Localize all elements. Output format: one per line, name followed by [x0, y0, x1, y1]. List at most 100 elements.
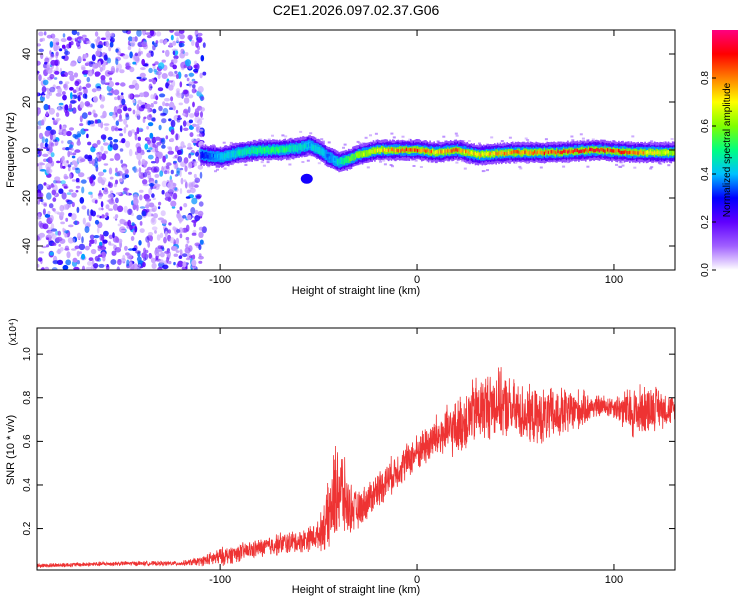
noise-dot [121, 138, 126, 144]
noise-dot [126, 259, 130, 267]
noise-dot [94, 199, 98, 204]
ridge-cell [586, 148, 588, 153]
noise-dot [52, 242, 57, 246]
faint-dot [392, 136, 396, 139]
noise-dot [120, 159, 123, 164]
noise-dot [128, 148, 133, 157]
noise-dot [103, 123, 110, 126]
noise-dot [38, 220, 43, 228]
noise-dot [112, 111, 117, 115]
noise-dot [81, 186, 85, 194]
noise-dot [39, 169, 46, 172]
noise-dot [173, 55, 179, 60]
ridge-cell [626, 151, 628, 155]
noise-dot [71, 201, 75, 208]
noise-dot [157, 206, 161, 210]
ridge-cell [230, 153, 233, 157]
noise-dot [151, 205, 157, 212]
ridge-cell [217, 154, 219, 158]
noise-dot [184, 52, 189, 56]
noise-dot [162, 155, 166, 163]
faint-dot [460, 160, 464, 163]
noise-dot [164, 97, 170, 102]
noise-dot [117, 50, 122, 56]
noise-dot [100, 145, 104, 152]
noise-dot [72, 238, 76, 244]
ridge-cell [226, 154, 229, 158]
noise-dot [49, 50, 52, 55]
ridge-cell [305, 144, 307, 148]
noise-dot [186, 240, 190, 244]
noise-dot [64, 230, 69, 234]
ridge-cell [505, 151, 507, 156]
ridge-cell [491, 152, 493, 157]
faint-dot [408, 138, 412, 141]
noise-dot [37, 125, 42, 130]
noise-dot [141, 252, 147, 259]
ridge-cell [671, 150, 674, 154]
ridge-cell [281, 148, 284, 152]
noise-dot [43, 116, 47, 122]
ridge-cell [382, 149, 384, 153]
faint-dot [617, 165, 621, 168]
noise-dot [154, 173, 160, 178]
snr-y-label: SNR (10 * v/v) [5, 415, 17, 485]
ridge-cell [390, 147, 393, 152]
noise-dot [133, 165, 137, 173]
noise-dot [152, 79, 157, 85]
noise-dot [183, 179, 187, 183]
noise-dot [96, 227, 100, 234]
noise-dot [157, 151, 164, 159]
noise-dot [42, 79, 49, 86]
noise-dot [127, 219, 132, 227]
faint-dot [223, 167, 227, 170]
noise-dot [86, 76, 91, 83]
noise-dot [78, 91, 83, 96]
noise-dot [57, 230, 62, 236]
faint-dot [566, 161, 570, 164]
noise-dot [114, 127, 119, 132]
noise-dot [163, 236, 167, 244]
ridge-cell [663, 150, 666, 154]
noise-dot [173, 261, 176, 266]
ridge-cell [299, 145, 302, 149]
ridge-cell [456, 148, 459, 152]
noise-dot [167, 150, 174, 155]
faint-dot [518, 165, 522, 168]
noise-dot [148, 252, 152, 259]
noise-dot [176, 37, 179, 43]
ridge-cell [514, 150, 517, 157]
noise-dot [122, 166, 127, 171]
ridge-cell [394, 148, 397, 153]
noise-dot [74, 220, 78, 226]
noise-dot [124, 245, 128, 251]
ridge-cell [670, 150, 673, 155]
noise-dot [76, 140, 81, 146]
ridge-cell [426, 148, 429, 153]
noise-dot [42, 153, 49, 157]
noise-dot [59, 247, 64, 252]
noise-dot [160, 252, 165, 258]
noise-dot [95, 39, 99, 48]
noise-dot [198, 255, 204, 260]
ridge-cell [620, 150, 623, 155]
ridge-cell [396, 148, 398, 152]
noise-dot [139, 206, 146, 209]
noise-dot [198, 226, 204, 231]
noise-dot [64, 104, 69, 111]
noise-dot [83, 87, 88, 95]
ridge-cell [665, 151, 667, 155]
noise-dot [169, 237, 175, 244]
noise-dot [59, 124, 62, 130]
noise-dot [98, 60, 101, 68]
noise-dot [179, 188, 183, 195]
noise-dot [99, 234, 103, 241]
noise-dot [54, 211, 60, 214]
ridge-cell [583, 149, 586, 153]
ridge-cell [219, 155, 222, 159]
faint-dot [216, 168, 219, 171]
noise-dot [86, 133, 89, 139]
noise-dot [110, 190, 114, 194]
noise-dot [115, 236, 120, 243]
noise-dot [168, 146, 173, 152]
